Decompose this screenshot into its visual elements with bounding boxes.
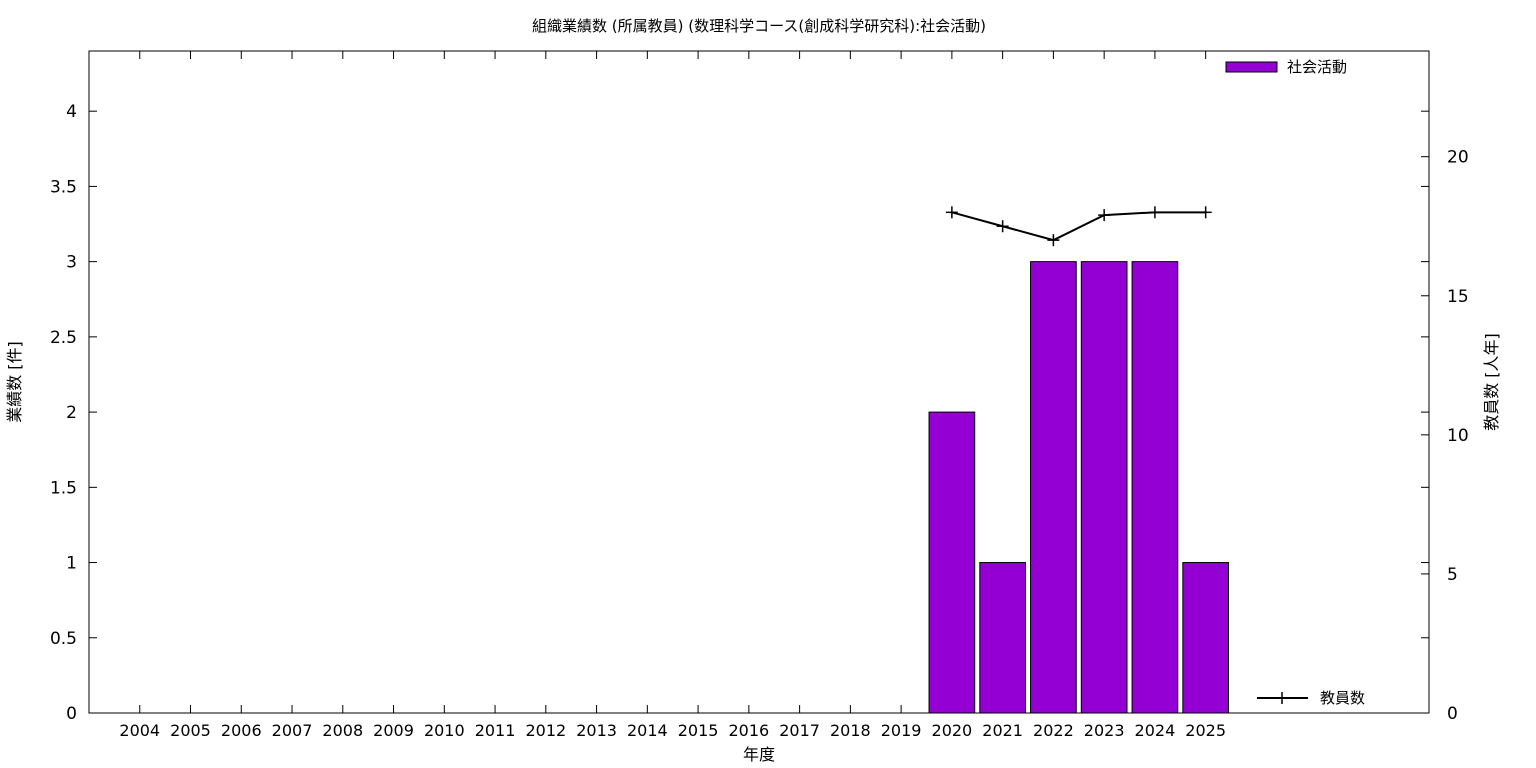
- y2-axis-label: 教員数 [人年]: [1482, 333, 1501, 431]
- x-tick-label: 2022: [1033, 721, 1074, 740]
- chart-title: 組織業績数 (所属教員) (数理科学コース(創成科学研究科):社会活動): [532, 17, 986, 35]
- y2-tick-label: 0: [1447, 704, 1458, 724]
- x-tick-label: 2023: [1084, 721, 1125, 740]
- bar: [928, 411, 976, 714]
- line-series: [945, 206, 1212, 247]
- bar: [979, 562, 1026, 714]
- x-tick-label: 2015: [678, 721, 719, 740]
- x-tick-label: 2018: [830, 721, 871, 740]
- x-tick-label: 2011: [475, 721, 516, 740]
- x-tick-label: 2006: [221, 721, 262, 740]
- x-tick-label: 2010: [424, 721, 465, 740]
- y2-tick-label: 15: [1447, 287, 1469, 307]
- x-tick-label: 2021: [982, 721, 1023, 740]
- line-legend-label: 教員数: [1320, 689, 1365, 707]
- x-tick-label: 2012: [525, 721, 566, 740]
- y2-tick-label: 20: [1447, 148, 1469, 168]
- x-tick-label: 2016: [728, 721, 769, 740]
- x-tick-label: 2024: [1135, 721, 1176, 740]
- axes: 0 0.5 1 1.5 2 2.5 3 3.5 4 0 5 10 15 20 2004 2005 2006 200…: [50, 51, 1469, 740]
- y-tick-label: 3.5: [50, 177, 77, 197]
- y-axis-label: 業績数 [件]: [5, 341, 24, 423]
- y-tick-label: 1.5: [50, 478, 77, 498]
- y-tick-label: 2: [66, 403, 77, 423]
- x-tick-label: 2008: [322, 721, 363, 740]
- line-legend: 教員数: [1257, 689, 1365, 707]
- y-tick-label: 3: [66, 253, 77, 273]
- y-tick-label: 0: [66, 704, 77, 724]
- x-tick-label: 2009: [373, 721, 414, 740]
- x-tick-label: 2025: [1185, 721, 1226, 740]
- bar: [1030, 261, 1077, 714]
- x-tick-label: 2017: [779, 721, 820, 740]
- y-tick-label: 0.5: [50, 629, 77, 649]
- y-tick-label: 1: [66, 554, 77, 574]
- x-tick-label: 2014: [627, 721, 668, 740]
- plot-frame: [88, 50, 1430, 714]
- x-tick-label: 2019: [881, 721, 922, 740]
- y-tick-label: 2.5: [50, 328, 77, 348]
- bar-legend: 社会活動: [1225, 58, 1347, 76]
- x-tick-label: 2020: [932, 721, 973, 740]
- bar: [1080, 261, 1128, 714]
- y-tick-label: 4: [66, 102, 77, 122]
- x-axis-label: 年度: [743, 745, 775, 764]
- x-tick-label: 2005: [170, 721, 211, 740]
- x-tick-label: 2013: [576, 721, 617, 740]
- bar-series: [928, 261, 1230, 714]
- y2-tick-label: 5: [1447, 565, 1458, 585]
- x-tick-label: 2004: [119, 721, 160, 740]
- line-path: [951, 211, 1206, 242]
- bar: [1131, 261, 1179, 714]
- bar-legend-label: 社会活動: [1287, 58, 1347, 76]
- bar-legend-swatch: [1225, 61, 1278, 73]
- x-tick-label: 2007: [272, 721, 313, 740]
- bar: [1182, 562, 1230, 714]
- y2-tick-label: 10: [1447, 426, 1469, 446]
